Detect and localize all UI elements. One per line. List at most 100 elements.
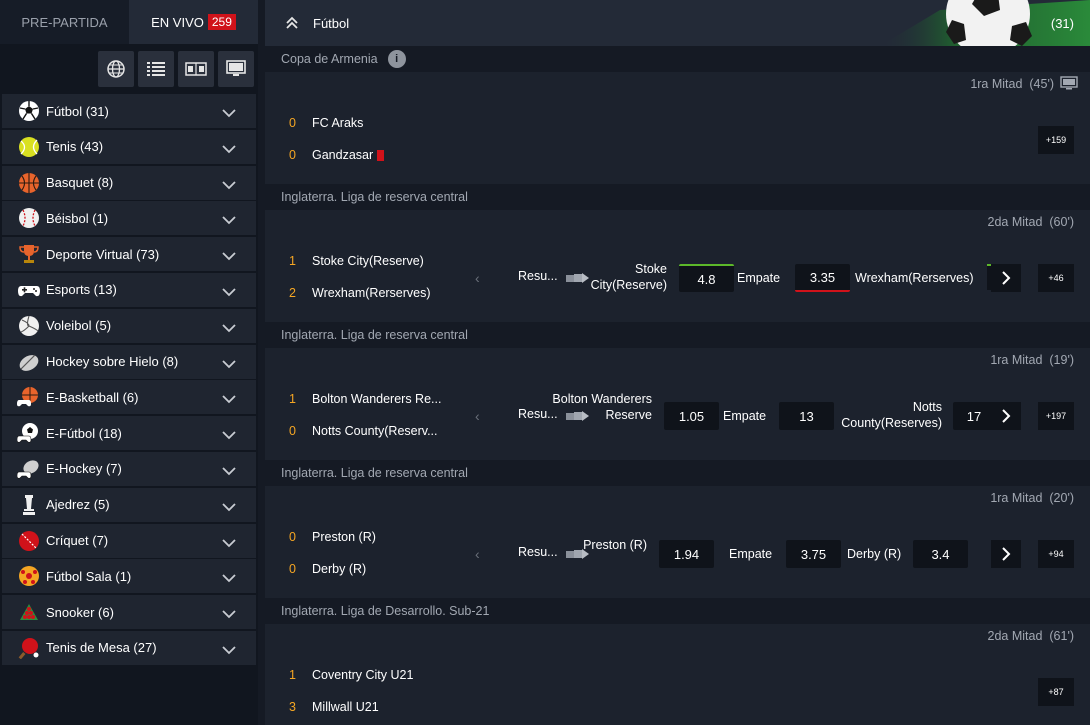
sidebar-item-sport[interactable]: Críquet (7) — [2, 523, 256, 558]
live-events-panel: Fútbol (31) Copa de Armenia i 1ra Mitad (4… — [265, 0, 1090, 725]
chevron-down-icon[interactable] — [222, 141, 236, 159]
globe-icon[interactable] — [98, 51, 134, 87]
home-odd-button[interactable]: 1.05 — [664, 402, 719, 430]
away-odd-button[interactable] — [987, 264, 993, 290]
chevron-down-icon[interactable] — [222, 606, 236, 624]
away-score: 3 — [289, 700, 296, 714]
chevron-down-icon[interactable] — [222, 642, 236, 660]
home-odd-button[interactable]: 4.8 — [679, 264, 734, 292]
scoreboard-icon[interactable] — [178, 51, 214, 87]
tab-pre-partida[interactable]: PRE-PARTIDA — [0, 0, 129, 44]
chevron-left-icon[interactable]: ‹ — [475, 270, 480, 286]
period-row: 2da Mitad (61') — [265, 624, 1090, 648]
list-icon[interactable] — [138, 51, 174, 87]
more-markets-button[interactable]: +87 — [1038, 678, 1074, 706]
chevron-down-icon[interactable] — [222, 248, 236, 266]
away-outcome-label: Derby (R) — [847, 547, 902, 561]
chevron-down-icon[interactable] — [222, 570, 236, 588]
sport-label: Fútbol Sala (1) — [46, 568, 132, 584]
more-markets-button[interactable]: +197 — [1038, 402, 1074, 430]
sidebar-item-sport[interactable]: Deporte Virtual (73) — [2, 237, 256, 272]
sport-label: Tenis (43) — [46, 139, 104, 155]
chevron-down-icon[interactable] — [222, 356, 236, 374]
sidebar-item-sport[interactable]: Tenis (43) — [2, 129, 256, 164]
chevron-down-icon[interactable] — [222, 212, 236, 230]
chevron-down-icon[interactable] — [222, 320, 236, 338]
market-arrows-icon — [566, 547, 590, 565]
match-row[interactable]: 0 Preston (R) 0 Derby (R) ‹ Resu... Pres… — [265, 510, 1090, 598]
sidebar-item-sport[interactable]: Hockey sobre Hielo (8) — [2, 344, 256, 379]
match-row[interactable]: 1 Stoke City(Reserve) 2 Wrexham(Rerserve… — [265, 234, 1090, 322]
team-home: 0 Preston (R) — [289, 530, 376, 544]
away-team-name: Millwall U21 — [312, 700, 379, 714]
match-row[interactable]: 1 Bolton Wanderers Re... 0 Notts County(… — [265, 372, 1090, 460]
tab-en-vivo[interactable]: EN VIVO 259 — [129, 0, 258, 44]
home-score: 1 — [289, 392, 296, 406]
snooker-icon — [17, 600, 41, 624]
draw-odd-button[interactable]: 3.35 — [795, 264, 850, 292]
away-odd-button[interactable]: 3.4 — [913, 540, 968, 568]
chevron-down-icon[interactable] — [222, 391, 236, 409]
sport-label: Tenis de Mesa (27) — [46, 640, 157, 656]
chevron-down-icon[interactable] — [222, 427, 236, 445]
sidebar-item-sport[interactable]: Béisbol (1) — [2, 201, 256, 236]
chevron-down-icon[interactable] — [222, 284, 236, 302]
chevron-left-icon[interactable]: ‹ — [475, 408, 480, 424]
collapse-up-icon[interactable] — [285, 15, 301, 31]
sidebar-item-sport[interactable]: Ajedrez (5) — [2, 487, 256, 522]
sidebar-item-sport[interactable]: Fútbol (31) — [2, 94, 256, 128]
away-odd-value: 3.4 — [931, 546, 950, 562]
cricket-ball-icon — [17, 529, 41, 553]
sidebar-item-sport[interactable]: Basquet (8) — [2, 165, 256, 200]
period-row: 1ra Mitad (45') — [265, 72, 1090, 96]
chevron-right-icon[interactable] — [991, 402, 1021, 430]
sidebar-item-sport[interactable]: Tenis de Mesa (27) — [2, 630, 256, 665]
chevron-right-icon[interactable] — [991, 264, 1021, 292]
sidebar-item-sport[interactable]: E-Basketball (6) — [2, 380, 256, 415]
match-row[interactable]: 1 Coventry City U21 3 Millwall U21 +87 — [265, 648, 1090, 725]
more-markets-button[interactable]: +94 — [1038, 540, 1074, 568]
chevron-down-icon[interactable] — [222, 177, 236, 195]
home-team-name: Stoke City(Reserve) — [312, 254, 424, 268]
home-odd-button[interactable]: 1.94 — [659, 540, 714, 568]
period-row: 1ra Mitad (20') — [265, 486, 1090, 510]
chevron-right-icon[interactable] — [991, 540, 1021, 568]
team-away: 3 Millwall U21 — [289, 700, 379, 714]
match-row[interactable]: 0 FC Araks 0 Gandzasar +159 — [265, 96, 1090, 184]
sidebar-item-sport[interactable]: Voleibol (5) — [2, 308, 256, 343]
chevron-down-icon[interactable] — [222, 105, 236, 123]
sidebar-item-sport[interactable]: Fútbol Sala (1) — [2, 559, 256, 594]
home-score: 1 — [289, 254, 296, 268]
home-odd-value: 4.8 — [697, 271, 716, 287]
draw-odd-button[interactable]: 3.75 — [786, 540, 841, 568]
draw-odd-button[interactable]: 13 — [779, 402, 834, 430]
market-name[interactable]: Resu... — [518, 269, 558, 283]
market-name[interactable]: Resu... — [518, 407, 558, 421]
chevron-down-icon[interactable] — [222, 499, 236, 517]
sidebar-item-sport[interactable]: Snooker (6) — [2, 595, 256, 630]
futsal-ball-icon — [17, 564, 41, 588]
sidebar-item-sport[interactable]: Esports (13) — [2, 272, 256, 307]
period-label: 1ra Mitad — [990, 491, 1043, 505]
more-markets-button[interactable]: +46 — [1038, 264, 1074, 292]
sport-label: E-Hockey (7) — [46, 461, 122, 477]
sidebar-item-sport[interactable]: E-Fútbol (18) — [2, 416, 256, 451]
tv-icon[interactable] — [1060, 76, 1078, 93]
draw-outcome-label: Empate — [723, 409, 767, 423]
chevron-left-icon[interactable]: ‹ — [475, 546, 480, 562]
home-odd-value: 1.94 — [673, 546, 700, 562]
more-markets-button[interactable]: +159 — [1038, 126, 1074, 154]
tab-en-vivo-label: EN VIVO — [151, 14, 204, 30]
chevron-down-icon[interactable] — [222, 535, 236, 553]
home-score: 0 — [289, 530, 296, 544]
market-name[interactable]: Resu... — [518, 545, 558, 559]
team-home: 1 Stoke City(Reserve) — [289, 254, 424, 268]
draw-outcome-label: Empate — [737, 271, 781, 285]
away-odd-button[interactable]: 17 — [953, 402, 995, 430]
more-markets-count: +159 — [1045, 135, 1067, 145]
sidebar-item-sport[interactable]: E-Hockey (7) — [2, 451, 256, 486]
chevron-down-icon[interactable] — [222, 463, 236, 481]
info-icon[interactable]: i — [387, 50, 406, 68]
monitor-icon[interactable] — [218, 51, 254, 87]
sports-sidebar: PRE-PARTIDA EN VIVO 259 Fútbol (31) Teni… — [0, 0, 258, 725]
